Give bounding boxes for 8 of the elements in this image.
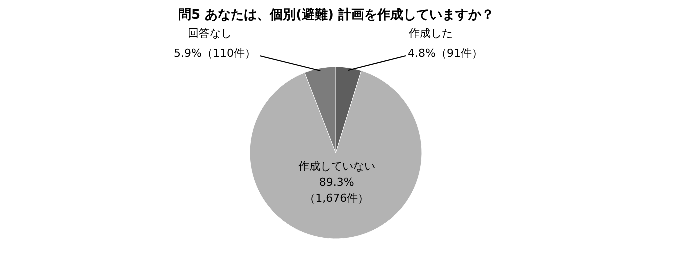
slice-label: 回答なし — [188, 27, 232, 40]
slice-label: 作成した — [408, 27, 453, 40]
chart-title: 問5 あなたは、個別(避難) 計画を作成していますか？ — [178, 7, 494, 23]
data-label: 4.8%（91件） — [408, 47, 483, 60]
slice-label: 作成していない — [297, 160, 376, 173]
data-label: 5.9%（110件） — [174, 47, 256, 60]
pie-slice — [250, 70, 422, 240]
data-label: 89.3%（1,676件） — [304, 176, 370, 205]
